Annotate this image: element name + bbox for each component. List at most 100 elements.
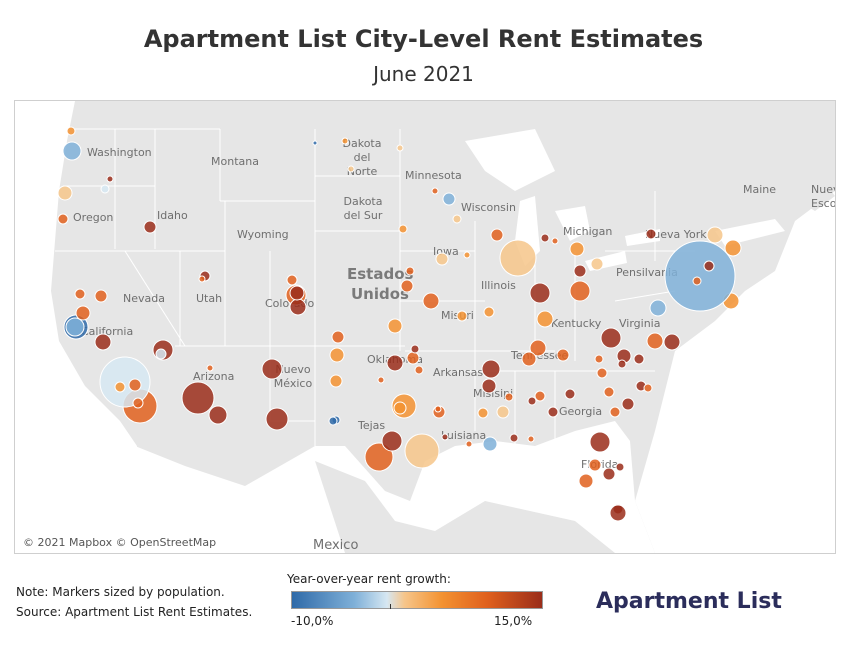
city-marker[interactable]: [578, 473, 594, 489]
city-marker[interactable]: [404, 433, 440, 469]
city-marker[interactable]: [521, 351, 537, 367]
city-marker[interactable]: [529, 339, 547, 357]
city-marker[interactable]: [74, 288, 86, 300]
city-marker[interactable]: [377, 376, 385, 384]
city-marker[interactable]: [569, 241, 585, 257]
city-marker[interactable]: [465, 440, 473, 448]
city-marker[interactable]: [509, 433, 519, 443]
city-marker[interactable]: [481, 359, 501, 379]
city-marker[interactable]: [94, 333, 112, 351]
city-marker[interactable]: [398, 224, 408, 234]
city-marker[interactable]: [724, 239, 742, 257]
city-marker[interactable]: [312, 140, 318, 146]
city-marker[interactable]: [106, 175, 114, 183]
city-marker[interactable]: [621, 397, 635, 411]
city-marker[interactable]: [62, 141, 82, 161]
city-marker[interactable]: [128, 378, 142, 392]
city-marker[interactable]: [393, 401, 407, 415]
city-marker[interactable]: [434, 405, 442, 413]
city-marker[interactable]: [75, 305, 91, 321]
city-marker[interactable]: [490, 228, 504, 242]
city-marker[interactable]: [114, 381, 126, 393]
city-marker[interactable]: [381, 430, 403, 452]
city-marker[interactable]: [556, 348, 570, 362]
city-marker[interactable]: [643, 383, 653, 393]
city-marker[interactable]: [206, 364, 214, 372]
city-marker[interactable]: [477, 407, 489, 419]
city-markers[interactable]: [15, 101, 835, 553]
map-canvas[interactable]: Washington Montana Dakota del Norte Minn…: [14, 100, 836, 554]
city-marker[interactable]: [94, 289, 108, 303]
city-marker[interactable]: [649, 299, 667, 317]
city-marker[interactable]: [396, 144, 404, 152]
city-marker[interactable]: [483, 306, 495, 318]
city-marker[interactable]: [331, 330, 345, 344]
city-marker[interactable]: [452, 214, 462, 224]
city-marker[interactable]: [499, 239, 537, 277]
city-marker[interactable]: [66, 126, 76, 136]
city-marker[interactable]: [551, 237, 559, 245]
city-marker[interactable]: [590, 257, 604, 271]
city-marker[interactable]: [573, 264, 587, 278]
city-marker[interactable]: [615, 462, 625, 472]
city-marker[interactable]: [405, 266, 415, 276]
city-marker[interactable]: [646, 332, 664, 350]
city-marker[interactable]: [536, 310, 554, 328]
city-marker[interactable]: [441, 433, 449, 441]
city-marker[interactable]: [406, 351, 420, 365]
city-marker[interactable]: [329, 347, 345, 363]
city-marker[interactable]: [414, 365, 424, 375]
city-marker[interactable]: [431, 187, 439, 195]
city-marker[interactable]: [645, 228, 657, 240]
city-marker[interactable]: [692, 276, 702, 286]
city-marker[interactable]: [410, 344, 420, 354]
city-marker[interactable]: [527, 396, 537, 406]
city-marker[interactable]: [703, 260, 715, 272]
city-marker[interactable]: [664, 240, 736, 312]
city-marker[interactable]: [529, 282, 551, 304]
city-marker[interactable]: [289, 298, 307, 316]
city-marker[interactable]: [143, 220, 157, 234]
city-marker[interactable]: [706, 226, 724, 244]
city-marker[interactable]: [65, 317, 85, 337]
city-marker[interactable]: [663, 333, 681, 351]
city-marker[interactable]: [400, 279, 414, 293]
city-marker[interactable]: [435, 252, 449, 266]
city-marker[interactable]: [261, 358, 283, 380]
city-marker[interactable]: [617, 359, 627, 369]
city-marker[interactable]: [57, 213, 69, 225]
city-marker[interactable]: [198, 275, 206, 283]
city-marker[interactable]: [289, 285, 305, 301]
city-marker[interactable]: [132, 397, 144, 409]
city-marker[interactable]: [328, 416, 338, 426]
city-marker[interactable]: [589, 431, 611, 453]
city-marker[interactable]: [100, 184, 110, 194]
city-marker[interactable]: [208, 405, 228, 425]
city-marker[interactable]: [265, 407, 289, 431]
city-marker[interactable]: [588, 458, 602, 472]
city-marker[interactable]: [633, 353, 645, 365]
city-marker[interactable]: [596, 367, 608, 379]
city-marker[interactable]: [155, 348, 167, 360]
city-marker[interactable]: [99, 356, 151, 408]
city-marker[interactable]: [527, 435, 535, 443]
city-marker[interactable]: [547, 406, 559, 418]
city-marker[interactable]: [181, 381, 215, 415]
city-marker[interactable]: [364, 442, 394, 472]
city-marker[interactable]: [569, 280, 591, 302]
city-marker[interactable]: [456, 310, 468, 322]
city-marker[interactable]: [504, 392, 514, 402]
city-marker[interactable]: [341, 137, 349, 145]
city-marker[interactable]: [386, 354, 404, 372]
city-marker[interactable]: [600, 327, 622, 349]
city-marker[interactable]: [609, 504, 627, 522]
city-marker[interactable]: [463, 251, 471, 259]
city-marker[interactable]: [594, 354, 604, 364]
city-marker[interactable]: [603, 386, 615, 398]
city-marker[interactable]: [286, 274, 298, 286]
city-marker[interactable]: [387, 318, 403, 334]
city-marker[interactable]: [57, 185, 73, 201]
city-marker[interactable]: [329, 374, 343, 388]
city-marker[interactable]: [422, 292, 440, 310]
map-copyright[interactable]: © 2021 Mapbox © OpenStreetMap: [23, 536, 217, 549]
